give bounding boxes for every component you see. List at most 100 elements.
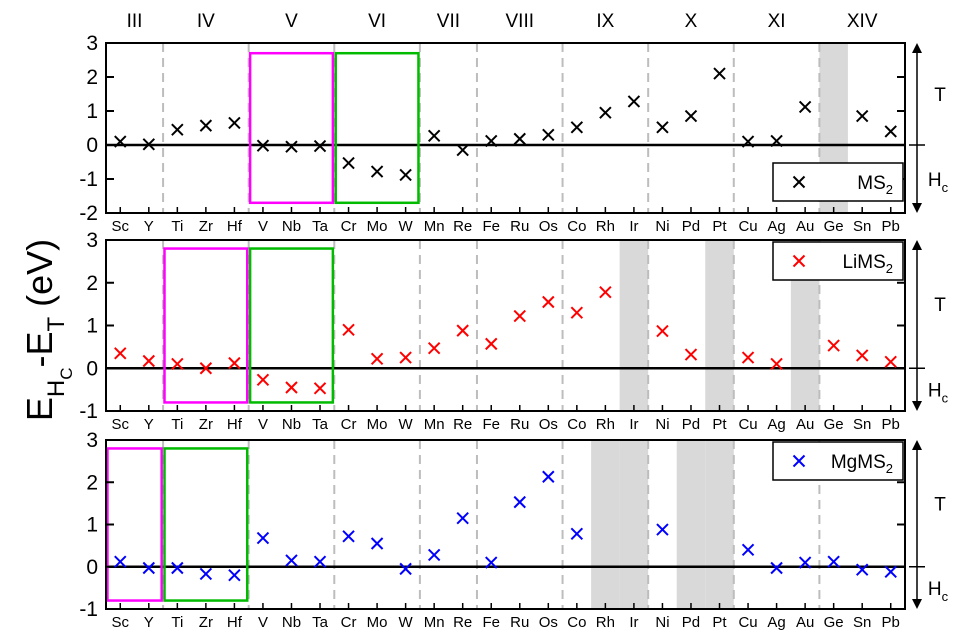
gray-band (591, 440, 620, 609)
x-tick-label: Pb (882, 614, 900, 631)
highlight-box (106, 447, 163, 602)
arrow-head-down (912, 203, 922, 213)
group-label: X (685, 11, 698, 32)
data-point (485, 134, 498, 148)
y-tick-label: -1 (79, 400, 98, 423)
y-axis-title-sub2: T (43, 317, 70, 332)
x-tick-label: Au (796, 218, 814, 235)
x-tick-label: Re (453, 614, 472, 631)
gray-band (619, 240, 649, 411)
x-tick-label: Fe (482, 218, 500, 235)
x-tick-label: Ti (171, 218, 183, 235)
data-point (884, 565, 897, 579)
data-point (656, 523, 669, 536)
side-label-t: T (934, 295, 946, 316)
x-tick-label: Ta (312, 218, 329, 235)
legend: MgMS2 (772, 441, 904, 481)
data-point (513, 132, 526, 146)
x-tick-label: Ge (824, 614, 844, 631)
data-point (570, 306, 584, 319)
highlight-box (163, 447, 249, 602)
x-tick-label: Mo (367, 614, 388, 631)
highlight-box (248, 51, 335, 205)
data-point (542, 470, 555, 483)
x-tick-label: Au (796, 614, 814, 631)
data-point (542, 128, 555, 142)
x-tick-label: Ru (510, 614, 529, 631)
x-tick-label: Y (144, 614, 154, 631)
legend-marker (792, 454, 806, 468)
data-point (256, 531, 270, 545)
data-point (142, 138, 156, 151)
panel: -2 -1 0 1 2 3 Sc Y Ti Zr Hf V Nb Ta Cr Mo W Mn Re Fe Ru Os Co R… (79, 32, 948, 235)
x-tick-label: Cu (738, 416, 757, 433)
legend-box (772, 162, 904, 202)
side-label-t: T (934, 494, 946, 515)
x-tick-label: Zr (199, 614, 213, 631)
plot-frame (105, 42, 906, 214)
x-tick-label: Os (539, 218, 558, 235)
x-tick-label: Co (567, 614, 586, 631)
legend-label: MgMS2 (831, 452, 893, 476)
x-tick-label: Rh (596, 218, 615, 235)
panel: -1 0 1 2 3 Sc Y Ti Zr Hf V Nb Ta Cr Mo W Mn Re Fe Ru Os Co Rh I… (79, 429, 948, 631)
data-point (741, 351, 755, 364)
x-tick-label: Fe (482, 614, 500, 631)
data-point (770, 357, 783, 371)
x-tick-label: Y (144, 416, 154, 433)
data-point (713, 67, 726, 80)
data-point (770, 561, 783, 575)
group-label: VII (437, 11, 460, 32)
legend-box (772, 241, 904, 281)
x-tick-label: Ir (629, 416, 638, 433)
group-label: VIII (506, 11, 535, 32)
data-point (684, 348, 698, 361)
data-point (370, 537, 384, 550)
x-tick-label: Fe (482, 416, 500, 433)
y-tick-label: 0 (86, 134, 98, 157)
highlight-box (334, 51, 420, 205)
data-point (114, 555, 127, 568)
y-tick-label: 1 (86, 100, 98, 123)
y-axis-title-unit: (eV) (19, 239, 60, 317)
x-tick-label: V (258, 614, 268, 631)
x-tick-label: Re (453, 218, 472, 235)
legend: LiMS2 (772, 241, 904, 281)
side-label-hc: Hc (928, 579, 949, 604)
data-point (599, 285, 612, 299)
group-label: III (127, 11, 143, 32)
side-label-hc: Hc (928, 170, 949, 195)
data-point (171, 123, 184, 136)
y-tick-label: 2 (86, 272, 98, 295)
y-axis-title: EHC-ET (eV) (19, 239, 76, 421)
data-point (342, 156, 355, 170)
data-point (199, 362, 213, 375)
data-point (142, 561, 156, 575)
x-tick-label: Sn (853, 218, 871, 235)
x-tick-label: Nb (282, 614, 301, 631)
x-tick-label: Y (144, 218, 154, 235)
data-point (342, 323, 355, 336)
data-point (513, 495, 526, 509)
group-labels: III IV V VI VII VIII IX X XI XIV (127, 11, 878, 32)
data-point (427, 341, 441, 355)
legend-box (772, 441, 904, 481)
x-tick-label: Pt (712, 218, 727, 235)
data-point (741, 135, 755, 148)
data-point (313, 139, 327, 153)
panel: -1 0 1 2 3 Sc Y Ti Zr Hf V Nb Ta Cr Mo W Mn Re Fe Ru Os Co Rh I… (79, 229, 948, 433)
data-point (456, 511, 469, 525)
side-label-t: T (934, 85, 946, 106)
x-tick-label: Sc (112, 218, 130, 235)
gray-band (705, 240, 734, 411)
group-label: V (285, 11, 298, 32)
x-tick-label: Os (539, 416, 558, 433)
x-tick-label: Rh (596, 416, 615, 433)
data-point (114, 347, 127, 360)
x-tick-label: Ru (510, 416, 529, 433)
x-tick-label: V (258, 416, 268, 433)
data-point (313, 382, 327, 395)
data-point (342, 530, 355, 543)
legend-label: MS2 (857, 173, 893, 197)
